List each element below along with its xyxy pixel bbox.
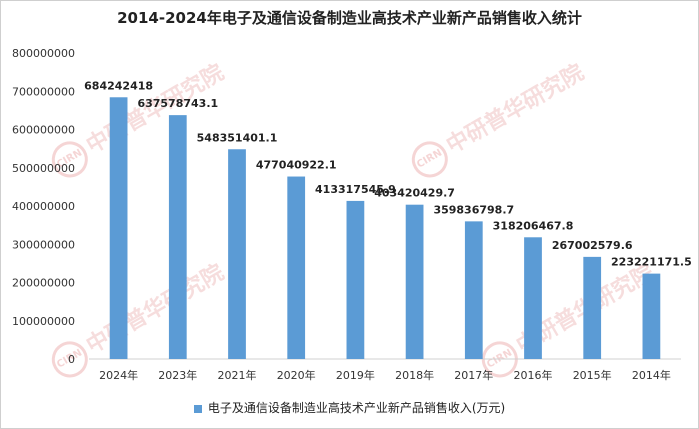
y-tick-label: 300000000: [12, 238, 75, 251]
data-label: 413317545.9: [315, 183, 396, 196]
data-label: 548351401.1: [197, 131, 278, 144]
data-label: 267002579.6: [552, 239, 633, 252]
bar: [346, 200, 365, 359]
y-tick-label: 600000000: [12, 124, 75, 137]
x-tick-label: 2014年: [632, 368, 671, 382]
data-label: 223221171.5: [611, 256, 692, 269]
legend: 电子及通信设备制造业高技术产业新产品销售收入(万元): [1, 399, 698, 416]
bar: [524, 237, 542, 359]
data-label: 403420429.7: [374, 187, 455, 200]
chart-title: 2014-2024年电子及通信设备制造业高技术产业新产品销售收入统计: [117, 9, 582, 27]
bar: [109, 97, 128, 359]
x-tick-label: 2015年: [573, 368, 612, 382]
data-label: 318206467.8: [493, 219, 574, 232]
legend-label: 电子及通信设备制造业高技术产业新产品销售收入(万元): [207, 401, 506, 415]
x-tick-label: 2016年: [514, 368, 553, 382]
bar: [168, 115, 187, 359]
bar: [405, 204, 424, 359]
bar: [287, 176, 306, 359]
data-label: 359836798.7: [433, 203, 514, 216]
y-tick-label: 800000000: [12, 47, 75, 60]
bar: [583, 256, 602, 359]
x-tick-label: 2017年: [454, 368, 493, 382]
data-label: 477040922.1: [256, 159, 337, 172]
y-tick-label: 100000000: [12, 315, 75, 328]
y-tick-label: 700000000: [12, 85, 75, 98]
data-label: 637578743.1: [137, 97, 218, 110]
legend-swatch: [193, 404, 202, 413]
y-tick-label: 0: [68, 353, 75, 366]
y-tick-label: 200000000: [12, 277, 75, 290]
bar: [642, 273, 661, 359]
y-tick-label: 500000000: [12, 162, 75, 175]
x-tick-label: 2019年: [336, 368, 375, 382]
bar: [228, 149, 246, 359]
y-tick-label: 400000000: [12, 200, 75, 213]
x-tick-label: 2021年: [218, 368, 257, 382]
x-tick-label: 2024年: [99, 368, 138, 382]
x-tick-label: 2020年: [277, 368, 316, 382]
data-label: 684242418: [84, 79, 153, 92]
x-tick-label: 2018年: [395, 368, 434, 382]
x-tick-label: 2023年: [158, 368, 197, 382]
bar: [464, 221, 483, 359]
